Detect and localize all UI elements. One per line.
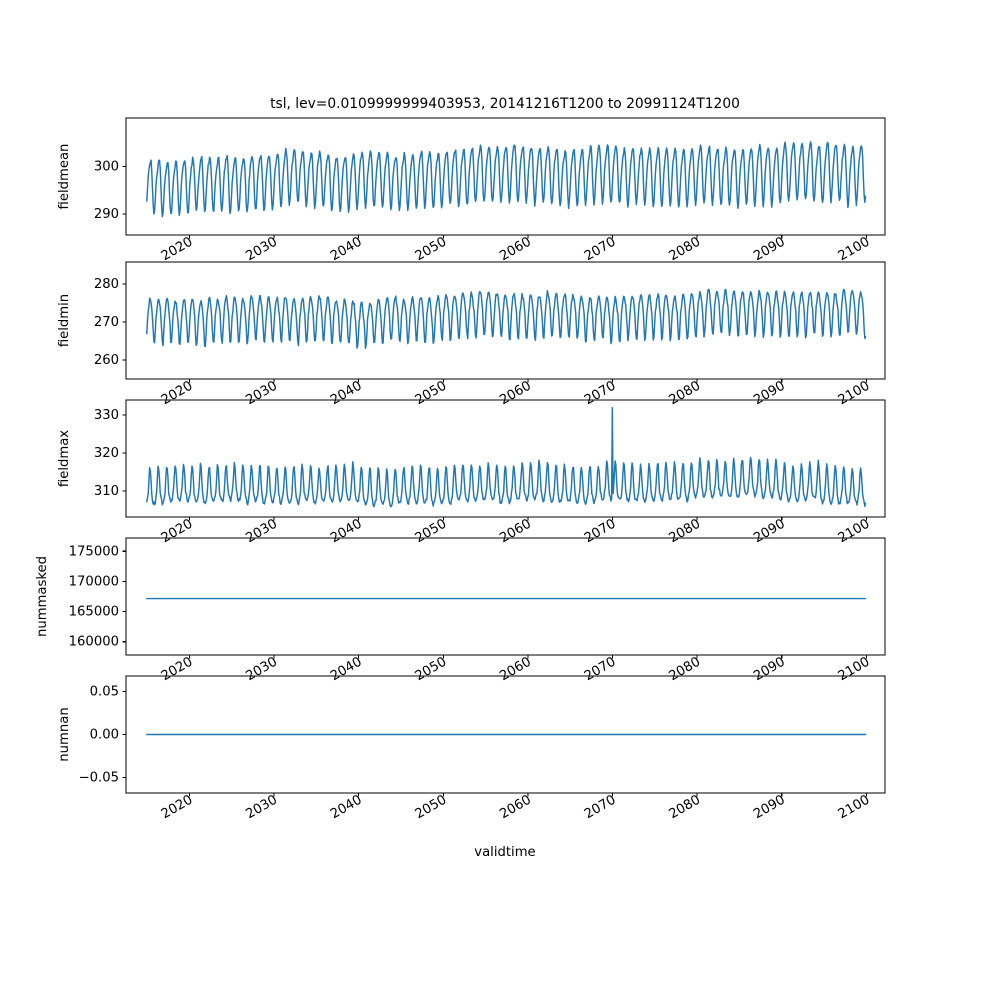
- axes-frame-fieldmean: [125, 117, 886, 236]
- y-tick-label-fieldmax: 310: [94, 484, 119, 499]
- y-tick-label-numnan: 0.00: [90, 728, 119, 743]
- y-axis-label-fieldmean: fieldmean: [57, 144, 72, 210]
- data-line-fieldmax: [146, 406, 867, 508]
- data-line-fieldmin: [146, 288, 867, 350]
- y-tick-label-fieldmin: 260: [94, 353, 119, 368]
- y-axis-label-fieldmin: fieldmin: [57, 294, 72, 347]
- x-axis-label: validtime: [474, 845, 535, 860]
- y-tick-label-numnan: −0.05: [79, 771, 119, 786]
- y-tick-label-fieldmax: 330: [94, 408, 119, 423]
- y-tick-label-fieldmean: 290: [94, 207, 119, 222]
- y-tick-label-fieldmin: 280: [94, 277, 119, 292]
- chart-title: tsl, lev=0.0109999999403953, 20141216T12…: [270, 96, 740, 112]
- y-axis-label-nummasked: nummasked: [35, 556, 50, 637]
- data-line-fieldmean: [146, 141, 867, 218]
- axes-frame-fieldmax: [125, 399, 886, 518]
- y-tick-label-fieldmin: 270: [94, 315, 119, 330]
- y-tick-label-numnan: 0.05: [90, 684, 119, 699]
- y-tick-label-nummasked: 165000: [69, 605, 119, 620]
- y-tick-label-nummasked: 175000: [69, 544, 119, 559]
- y-tick-label-nummasked: 160000: [69, 635, 119, 650]
- y-tick-label-nummasked: 170000: [69, 574, 119, 589]
- axes-frame-fieldmin: [125, 261, 886, 380]
- y-tick-label-fieldmean: 300: [94, 160, 119, 175]
- y-axis-label-numnan: numnan: [57, 707, 72, 761]
- y-axis-label-fieldmax: fieldmax: [57, 430, 72, 487]
- y-tick-label-fieldmax: 320: [94, 446, 119, 461]
- axes-frame-nummasked: [125, 537, 886, 656]
